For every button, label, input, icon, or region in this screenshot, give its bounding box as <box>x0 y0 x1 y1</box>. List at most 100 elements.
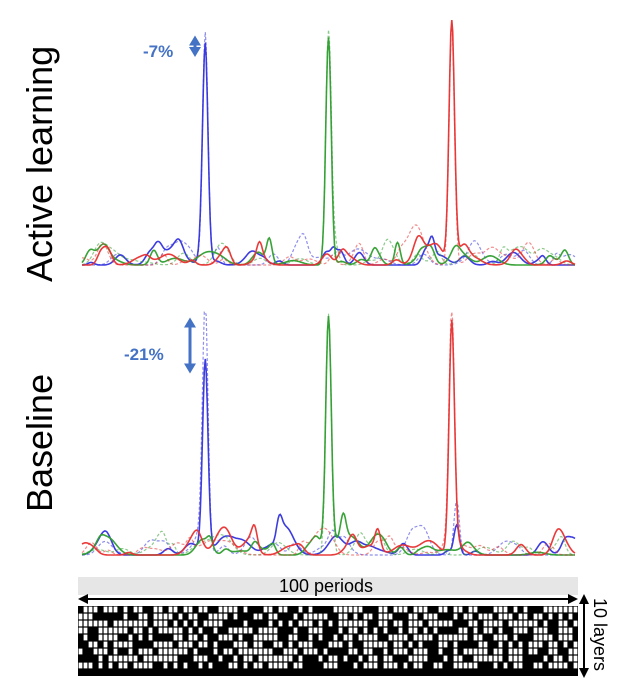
layer-cell <box>78 648 83 655</box>
layer-cell <box>573 655 578 662</box>
layer-cell <box>333 641 338 648</box>
layer-cell <box>428 613 433 620</box>
layer-cell <box>93 606 98 613</box>
layer-cell <box>498 655 503 662</box>
layer-cell <box>353 627 358 634</box>
layer-cell <box>383 620 388 627</box>
layer-cell <box>383 655 388 662</box>
layer-cell <box>543 627 548 634</box>
layer-cell <box>123 606 128 613</box>
layer-cell <box>168 613 173 620</box>
layer-cell <box>453 655 458 662</box>
layer-cell <box>558 613 563 620</box>
layer-cell <box>563 662 568 669</box>
layer-cell <box>318 655 323 662</box>
layer-cell <box>108 634 113 641</box>
layer-cell <box>488 627 493 634</box>
layer-cell <box>573 620 578 627</box>
layer-cell <box>148 662 153 669</box>
layer-cell <box>83 627 88 634</box>
layer-cell <box>233 606 238 613</box>
layer-cell <box>203 655 208 662</box>
layer-cell <box>368 655 373 662</box>
layer-cell <box>148 634 153 641</box>
layer-cell <box>398 620 403 627</box>
layer-cell <box>238 627 243 634</box>
layer-cell <box>383 641 388 648</box>
layer-cell <box>173 606 178 613</box>
periods-arrow <box>78 594 578 604</box>
layer-cell <box>428 620 433 627</box>
layer-cell <box>463 662 468 669</box>
layer-cell <box>163 655 168 662</box>
layer-cell <box>298 662 303 669</box>
layer-cell <box>293 627 298 634</box>
layer-cell <box>363 634 368 641</box>
layer-cell <box>503 613 508 620</box>
layer-cell <box>238 634 243 641</box>
layer-cell <box>508 648 513 655</box>
layer-cell <box>298 606 303 613</box>
layer-cell <box>258 627 263 634</box>
layer-cell <box>358 655 363 662</box>
layer-cell <box>198 655 203 662</box>
layer-cell <box>278 620 283 627</box>
active-learning-change-arrow <box>189 35 201 57</box>
layer-cell <box>178 613 183 620</box>
layer-cell <box>363 662 368 669</box>
layer-cell <box>513 634 518 641</box>
layer-cell <box>83 662 88 669</box>
layer-grid-background <box>78 606 578 676</box>
layer-cell <box>558 620 563 627</box>
active-learning-series-3-line <box>81 29 575 266</box>
layer-cell <box>548 606 553 613</box>
layer-cell <box>513 627 518 634</box>
layer-cell <box>263 655 268 662</box>
layer-cell <box>98 655 103 662</box>
layer-cell <box>393 662 398 669</box>
layer-cell <box>123 655 128 662</box>
layer-cell <box>458 606 463 613</box>
layer-cell <box>548 613 553 620</box>
layer-cell <box>508 613 513 620</box>
layer-cell <box>418 620 423 627</box>
layer-cell <box>338 641 343 648</box>
layer-cell <box>388 655 393 662</box>
layer-cell <box>273 634 278 641</box>
layer-cell <box>168 627 173 634</box>
layer-cell <box>213 620 218 627</box>
layer-cell <box>168 655 173 662</box>
layer-cell <box>128 620 133 627</box>
layer-cell <box>363 648 368 655</box>
layer-cell <box>383 648 388 655</box>
layer-cell <box>203 620 208 627</box>
layer-cell <box>113 634 118 641</box>
layer-cell <box>323 662 328 669</box>
layer-cell <box>143 662 148 669</box>
layer-cell <box>88 613 93 620</box>
layer-cell <box>308 634 313 641</box>
layer-cell <box>318 627 323 634</box>
layer-cell <box>243 641 248 648</box>
layer-cell <box>558 634 563 641</box>
layer-cell <box>353 648 358 655</box>
layer-cell <box>488 613 493 620</box>
layer-cell <box>468 620 473 627</box>
layer-cell <box>553 648 558 655</box>
layer-cell <box>403 606 408 613</box>
active-learning-series-5-line <box>82 22 575 266</box>
layer-cell <box>368 648 373 655</box>
layer-cell <box>558 606 563 613</box>
layer-cell <box>413 627 418 634</box>
layer-cell <box>498 606 503 613</box>
layer-cell <box>478 613 483 620</box>
layer-cell <box>528 648 533 655</box>
layer-cell <box>363 613 368 620</box>
layer-cell <box>93 641 98 648</box>
layer-cell <box>138 613 143 620</box>
layer-cell <box>113 641 118 648</box>
layer-cell <box>503 662 508 669</box>
layer-cell <box>128 648 133 655</box>
layer-cell <box>413 606 418 613</box>
